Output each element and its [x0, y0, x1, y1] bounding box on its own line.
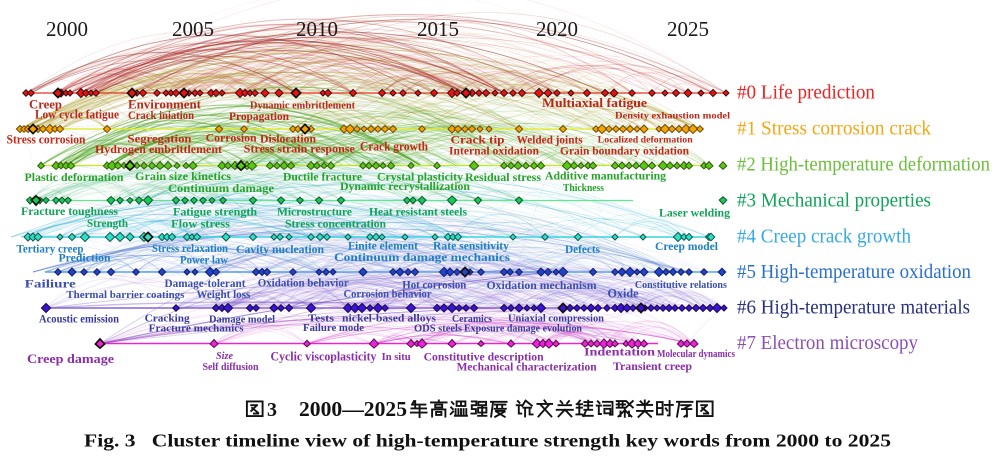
svg-text:Grain size kinetics: Grain size kinetics: [135, 171, 232, 183]
svg-text:Cyclic viscoplasticity: Cyclic viscoplasticity: [271, 350, 377, 364]
svg-text:Ductile fracture: Ductile fracture: [283, 172, 362, 184]
svg-text:Oxide: Oxide: [608, 287, 640, 301]
svg-text:Internal oxidation: Internal oxidation: [449, 145, 540, 157]
svg-text:Flow stress: Flow stress: [171, 217, 230, 231]
svg-text:Fatigue strength: Fatigue strength: [173, 205, 257, 219]
svg-text:Damage model: Damage model: [209, 315, 275, 326]
svg-text:Dislocation: Dislocation: [260, 133, 317, 145]
svg-text:Crack iniation: Crack iniation: [128, 110, 195, 122]
svg-text:Welded joints: Welded joints: [517, 135, 584, 147]
svg-text:Continuum damage: Continuum damage: [168, 183, 274, 195]
svg-text:Grain boundary oxidation: Grain boundary oxidation: [560, 145, 690, 157]
svg-text:Plastic deformation: Plastic deformation: [25, 172, 125, 184]
svg-text:2000—2025: 2000—2025: [299, 397, 407, 421]
svg-text:Crack tip: Crack tip: [451, 135, 505, 147]
svg-text:Creep damage: Creep damage: [27, 352, 115, 366]
svg-text:Stress strain response: Stress strain response: [244, 143, 355, 155]
svg-text:Laser welding: Laser welding: [659, 208, 730, 220]
svg-text:Exposure damage evolution: Exposure damage evolution: [464, 324, 582, 335]
svg-text:nickel-based alloys: nickel-based alloys: [342, 314, 436, 325]
svg-text:Oxidation mechanism: Oxidation mechanism: [487, 280, 598, 292]
svg-text:Dynamic recrystallization: Dynamic recrystallization: [340, 181, 471, 193]
svg-text:Transient creep: Transient creep: [613, 361, 692, 373]
svg-text:#4 Creep crack growth: #4 Creep crack growth: [737, 225, 911, 247]
svg-text:Stress relaxation: Stress relaxation: [152, 241, 228, 255]
svg-text:#5 High-temperature oxidation: #5 High-temperature oxidation: [737, 261, 971, 283]
svg-text:2025: 2025: [667, 17, 709, 41]
svg-text:#7 Electron microscopy: #7 Electron microscopy: [737, 332, 918, 354]
svg-text:#0 Life prediction: #0 Life prediction: [737, 82, 875, 104]
svg-text:Damage-tolerant: Damage-tolerant: [165, 278, 246, 290]
svg-text:Oxidation behavior: Oxidation behavior: [258, 278, 349, 290]
svg-text:Creep: Creep: [29, 97, 62, 111]
svg-text:Strength: Strength: [87, 216, 128, 230]
svg-text:2020: 2020: [536, 17, 578, 41]
svg-text:Self diffusion: Self diffusion: [203, 362, 259, 373]
svg-text:Fracture toughness: Fracture toughness: [21, 204, 118, 218]
svg-text:Crack growth: Crack growth: [360, 140, 428, 154]
svg-text:Density exhaustion model: Density exhaustion model: [615, 112, 730, 122]
svg-text:Prediction: Prediction: [59, 251, 111, 265]
svg-text:Mechanical characterization: Mechanical characterization: [457, 361, 598, 373]
svg-text:Molecular dynamics: Molecular dynamics: [657, 349, 735, 360]
svg-text:Constitutive relations: Constitutive relations: [635, 280, 727, 291]
svg-text:ODS steels: ODS steels: [414, 324, 462, 335]
svg-text:2010: 2010: [296, 17, 338, 41]
svg-text:2000: 2000: [46, 17, 88, 41]
svg-text:Rate sensitivity: Rate sensitivity: [433, 241, 509, 253]
svg-text:Power law: Power law: [180, 253, 228, 267]
svg-text:Defects: Defects: [565, 244, 601, 256]
svg-text:Heat resistant steels: Heat resistant steels: [369, 207, 468, 219]
svg-text:Segregation: Segregation: [128, 134, 193, 146]
svg-text:Thickness: Thickness: [563, 183, 604, 194]
svg-text:2005: 2005: [172, 17, 214, 41]
svg-text:Ceramics: Ceramics: [452, 314, 492, 325]
svg-text:3: 3: [267, 399, 277, 421]
svg-text:2015: 2015: [417, 17, 459, 41]
svg-text:Multiaxial fatigue: Multiaxial fatigue: [542, 96, 647, 110]
svg-text:Cracking: Cracking: [145, 314, 190, 325]
svg-text:In situ: In situ: [382, 352, 411, 363]
svg-text:#3 Mechanical properties: #3 Mechanical properties: [737, 189, 931, 211]
svg-text:#1 Stress corrosion crack: #1 Stress corrosion crack: [737, 118, 931, 140]
svg-text:Creep model: Creep model: [655, 239, 719, 253]
svg-text:Cavity nucleation: Cavity nucleation: [236, 242, 324, 256]
svg-text:Tertiary creep: Tertiary creep: [17, 242, 84, 256]
svg-text:Failiure: Failiure: [25, 278, 76, 290]
svg-text:Propagation: Propagation: [229, 111, 290, 123]
svg-text:Stress corrosion: Stress corrosion: [7, 133, 86, 147]
svg-text:Stress concentration: Stress concentration: [285, 219, 387, 231]
svg-text:Indentation: Indentation: [584, 347, 656, 359]
svg-text:Corrosion: Corrosion: [206, 132, 258, 144]
svg-text:Failure mode: Failure mode: [303, 323, 365, 334]
svg-text:Low cycle fatigue: Low cycle fatigue: [35, 108, 120, 122]
svg-text:Dynamic embrittlement: Dynamic embrittlement: [250, 101, 355, 112]
svg-text:Uniaxial compression: Uniaxial compression: [508, 314, 604, 325]
svg-text:#2 High-temperature deformatio: #2 High-temperature deformation: [737, 154, 990, 176]
svg-text:Weight loss: Weight loss: [196, 289, 251, 301]
svg-text:Acoustic emission: Acoustic emission: [39, 314, 120, 326]
svg-text:Hot corrosion: Hot corrosion: [402, 280, 467, 292]
svg-text:Continuum damage mechanics: Continuum damage mechanics: [334, 252, 511, 264]
svg-text:Constitutive description: Constitutive description: [424, 352, 545, 364]
svg-text:Environment: Environment: [128, 97, 201, 111]
svg-text:Size: Size: [216, 351, 234, 362]
svg-text:Microstructure: Microstructure: [277, 207, 352, 219]
svg-text:Fig. 3 Cluster timeline view: Fig. 3 Cluster timeline view of high-tem…: [84, 431, 891, 451]
svg-text:Localized deformation: Localized deformation: [598, 135, 694, 145]
svg-text:Tests: Tests: [308, 314, 334, 325]
svg-text:Finite element: Finite element: [348, 241, 418, 253]
svg-text:Corrosion behavior: Corrosion behavior: [344, 289, 432, 301]
svg-text:Hydrogen embrittlement: Hydrogen embrittlement: [95, 144, 222, 156]
svg-text:Thermal barrier coatings: Thermal barrier coatings: [66, 289, 184, 301]
svg-text:#6 High-temperature materials: #6 High-temperature materials: [737, 296, 970, 318]
svg-text:Residual stress: Residual stress: [465, 172, 542, 184]
svg-text:Fracture mechanics: Fracture mechanics: [149, 324, 244, 335]
svg-text:Crystal plasticity: Crystal plasticity: [377, 172, 463, 184]
svg-text:Additive manufacturing: Additive manufacturing: [545, 171, 666, 183]
